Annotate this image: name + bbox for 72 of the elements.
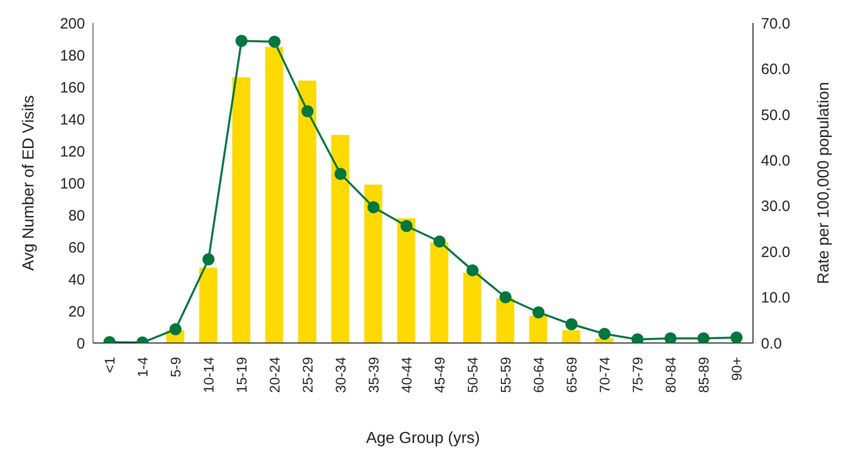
y-tick-label: 80 bbox=[68, 207, 85, 224]
x-tick-label: 25-29 bbox=[300, 356, 316, 393]
y-axis-title: Avg Number of ED Visits bbox=[20, 95, 38, 271]
point bbox=[368, 201, 380, 214]
x-tick-label: 5-9 bbox=[168, 356, 184, 378]
y2-tick-label: 50.0 bbox=[761, 106, 790, 124]
bar bbox=[199, 268, 218, 343]
y-tick-label: 60 bbox=[68, 239, 85, 256]
point bbox=[400, 220, 412, 232]
point bbox=[698, 332, 710, 343]
x-axis-title: Age Group (yrs) bbox=[366, 430, 480, 447]
point bbox=[434, 236, 446, 248]
y2-tick-label: 10.0 bbox=[761, 290, 790, 307]
bar bbox=[562, 330, 580, 343]
bar bbox=[496, 298, 514, 343]
point bbox=[566, 318, 578, 330]
x-tick-label: 15-19 bbox=[234, 356, 250, 393]
x-tick-label: 60-64 bbox=[530, 356, 546, 393]
x-tick-label: 70-74 bbox=[596, 356, 612, 393]
point bbox=[730, 332, 742, 343]
point bbox=[466, 264, 478, 276]
x-tick-label: 65-69 bbox=[564, 356, 580, 393]
x-tick-label: 75-79 bbox=[630, 356, 646, 393]
bar bbox=[397, 218, 416, 343]
point bbox=[532, 306, 544, 318]
y2-tick-label: 60.0 bbox=[761, 61, 790, 78]
bar bbox=[529, 316, 548, 343]
x-tick-label: 90+ bbox=[728, 357, 744, 381]
point bbox=[598, 328, 610, 340]
y-tick-label: 200 bbox=[60, 15, 85, 32]
y-tick-label: 20 bbox=[68, 303, 85, 320]
y-tick-label: 180 bbox=[60, 47, 85, 64]
y-tick-label: 40 bbox=[68, 271, 85, 288]
x-tick-label: 35-39 bbox=[366, 356, 382, 393]
x-tick-label: 10-14 bbox=[200, 356, 216, 393]
y-tick-label: 100 bbox=[60, 175, 85, 192]
bar bbox=[232, 77, 250, 343]
point bbox=[664, 332, 676, 343]
point bbox=[236, 34, 248, 47]
point bbox=[170, 323, 182, 336]
x-tick-label: 80-84 bbox=[662, 356, 678, 393]
point bbox=[500, 291, 512, 304]
bar bbox=[298, 80, 316, 343]
point bbox=[268, 36, 280, 48]
y-tick-label: 160 bbox=[60, 79, 85, 96]
bar bbox=[265, 47, 284, 343]
y-tick-label: 140 bbox=[60, 111, 85, 128]
point bbox=[302, 105, 314, 118]
point bbox=[202, 253, 214, 266]
y2-tick-label: 40.0 bbox=[761, 152, 790, 170]
bar bbox=[463, 272, 482, 343]
point bbox=[632, 333, 644, 343]
y2-axis-title: Rate per 100,000 population bbox=[816, 82, 833, 284]
x-tick-label: <1 bbox=[102, 356, 118, 373]
x-tick-label: 1-4 bbox=[134, 356, 150, 378]
bar bbox=[364, 184, 382, 343]
x-tick-label: 55-59 bbox=[498, 356, 514, 393]
x-tick-label: 50-54 bbox=[464, 356, 480, 393]
y2-tick-label: 70.0 bbox=[761, 15, 790, 32]
point bbox=[334, 168, 346, 180]
y2-tick-label: 30.0 bbox=[761, 198, 790, 216]
x-tick-label: 20-24 bbox=[266, 356, 282, 393]
x-tick-label: 30-34 bbox=[332, 356, 348, 393]
x-tick-label: 85-89 bbox=[696, 356, 712, 393]
y-tick-label: 0 bbox=[76, 335, 85, 352]
y2-tick-label: 20.0 bbox=[761, 244, 790, 261]
y2-tick-label: 0.0 bbox=[761, 335, 782, 352]
x-tick-label: 45-49 bbox=[432, 356, 448, 393]
bar bbox=[331, 135, 350, 343]
bar bbox=[430, 242, 448, 343]
y-tick-label: 120 bbox=[60, 143, 85, 160]
x-tick-label: 40-44 bbox=[398, 356, 414, 393]
